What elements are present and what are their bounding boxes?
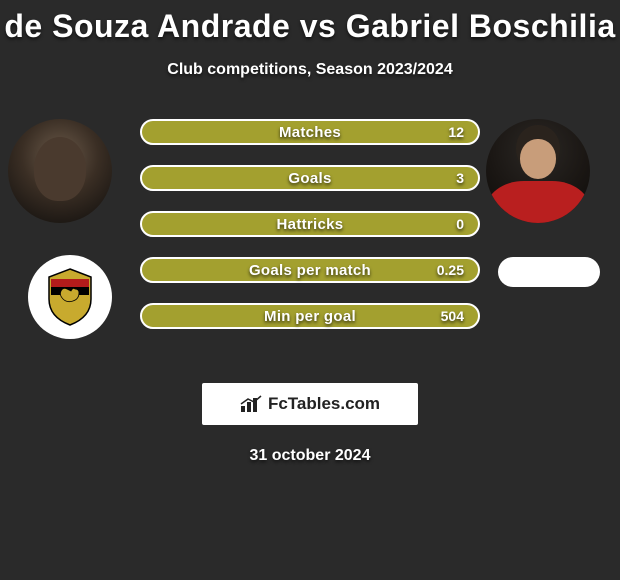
stat-value: 12 bbox=[448, 124, 464, 140]
stat-row: Min per goal 504 bbox=[140, 303, 480, 329]
bar-chart-icon bbox=[240, 395, 262, 413]
stat-row: Matches 12 bbox=[140, 119, 480, 145]
stat-value: 504 bbox=[441, 308, 464, 324]
player-left-avatar bbox=[8, 119, 112, 223]
page-subtitle: Club competitions, Season 2023/2024 bbox=[0, 61, 620, 79]
shield-icon bbox=[45, 267, 95, 327]
fctables-label: FcTables.com bbox=[268, 394, 380, 414]
stat-label: Min per goal bbox=[264, 308, 356, 325]
comparison-stage: Matches 12 Goals 3 Hattricks 0 Goals per… bbox=[0, 119, 620, 379]
club-left-crest bbox=[28, 255, 112, 339]
stat-value: 3 bbox=[456, 170, 464, 186]
fctables-badge: FcTables.com bbox=[202, 383, 418, 425]
stat-value: 0 bbox=[456, 216, 464, 232]
stat-label: Matches bbox=[279, 124, 341, 141]
stat-label: Goals bbox=[288, 170, 331, 187]
stat-value: 0.25 bbox=[437, 262, 464, 278]
club-right-pill bbox=[498, 257, 600, 287]
stat-row: Goals 3 bbox=[140, 165, 480, 191]
page-date: 31 october 2024 bbox=[0, 447, 620, 465]
stat-bars: Matches 12 Goals 3 Hattricks 0 Goals per… bbox=[140, 119, 480, 349]
stat-label: Hattricks bbox=[277, 216, 344, 233]
stat-label: Goals per match bbox=[249, 262, 371, 279]
stat-row: Hattricks 0 bbox=[140, 211, 480, 237]
player-right-avatar bbox=[486, 119, 590, 223]
page-title: de Souza Andrade vs Gabriel Boschilia bbox=[0, 0, 620, 45]
stat-row: Goals per match 0.25 bbox=[140, 257, 480, 283]
